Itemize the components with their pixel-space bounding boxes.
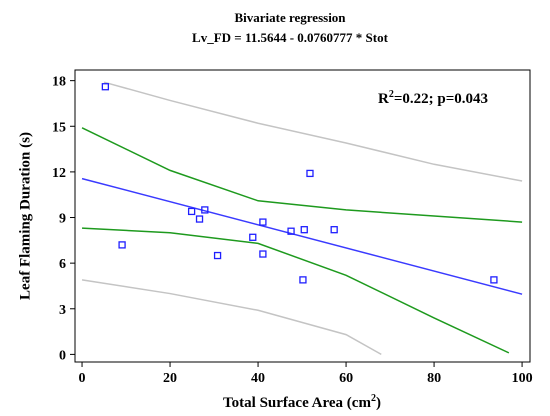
y-tick-label: 18 xyxy=(52,75,66,90)
y-tick-label: 6 xyxy=(59,257,66,272)
x-tick-label: 100 xyxy=(512,371,533,386)
data-point xyxy=(249,233,257,241)
data-point xyxy=(259,218,267,226)
y-axis-label: Leaf Flaming Duration (s) xyxy=(17,132,33,300)
confidence-band xyxy=(82,227,510,354)
y-tick-label: 3 xyxy=(59,303,66,318)
data-point xyxy=(101,83,110,91)
x-axis-label: Total Surface Area (cm2) xyxy=(223,393,381,411)
chart-subtitle: Lv_FD = 11.5644 - 0.0760777 * Stot xyxy=(192,30,389,45)
annotation: R2=0.22; p=0.043 xyxy=(378,89,488,107)
y-tick-label: 0 xyxy=(59,348,66,363)
prediction-band xyxy=(103,81,523,182)
y-tick-label: 9 xyxy=(59,212,66,227)
x-label-text: Total Surface Area (cm xyxy=(223,395,371,411)
data-point xyxy=(201,206,209,214)
data-point xyxy=(195,215,204,223)
x-tick-label: 20 xyxy=(163,371,177,386)
data-point xyxy=(490,276,498,284)
y-tick-label: 15 xyxy=(52,120,66,135)
data-point xyxy=(118,241,126,249)
annotation-text: =0.22; p=0.043 xyxy=(394,91,488,107)
prediction-band xyxy=(81,279,382,356)
x-tick-label: 0 xyxy=(79,371,86,386)
data-point xyxy=(213,251,222,260)
data-point xyxy=(259,250,267,258)
data-point xyxy=(187,207,196,216)
data-point xyxy=(299,276,307,284)
data-point xyxy=(287,227,295,235)
x-label-sup: 2 xyxy=(371,393,376,404)
plot-frame xyxy=(74,69,531,363)
x-tick-label: 80 xyxy=(427,371,441,386)
confidence-band xyxy=(81,127,523,223)
annotation-sup: 2 xyxy=(389,89,394,100)
chart-title: Bivariate regression xyxy=(234,10,346,25)
regression-line xyxy=(81,177,523,295)
data-point xyxy=(306,169,314,178)
data-point xyxy=(300,226,308,234)
x-tick-label: 40 xyxy=(251,371,265,386)
data-point xyxy=(330,226,338,234)
annotation-text: R xyxy=(378,91,389,107)
y-tick-label: 12 xyxy=(52,166,66,181)
x-tick-label: 60 xyxy=(339,371,353,386)
x-label-text: ) xyxy=(376,395,381,411)
